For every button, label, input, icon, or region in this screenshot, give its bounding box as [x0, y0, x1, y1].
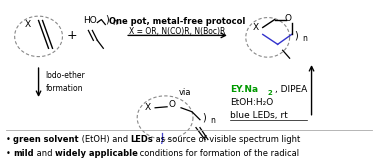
Text: EtOH:H₂O: EtOH:H₂O	[230, 98, 273, 107]
Text: n: n	[302, 34, 307, 43]
Text: LEDs: LEDs	[130, 135, 153, 144]
Text: and: and	[34, 149, 55, 158]
Text: O: O	[169, 100, 175, 109]
Text: X: X	[25, 20, 31, 29]
Text: green solvent: green solvent	[13, 135, 79, 144]
Text: ): )	[105, 15, 109, 25]
Text: as source of visible spectrum light: as source of visible spectrum light	[153, 135, 300, 144]
Text: O: O	[284, 14, 291, 23]
Text: One pot, metal-free protocol: One pot, metal-free protocol	[109, 17, 245, 26]
Text: HO: HO	[84, 16, 97, 25]
Text: X: X	[253, 23, 259, 32]
Text: •: •	[6, 135, 13, 144]
Text: blue LEDs, rt: blue LEDs, rt	[230, 111, 288, 120]
Text: (EtOH) and: (EtOH) and	[79, 135, 130, 144]
Text: •: •	[6, 149, 13, 158]
Text: via: via	[179, 88, 191, 97]
Text: Iodo-ether
formation: Iodo-ether formation	[45, 71, 85, 93]
Text: EY.Na: EY.Na	[230, 85, 258, 94]
Text: +: +	[67, 29, 78, 42]
Text: ): )	[294, 30, 298, 40]
Text: I: I	[161, 137, 163, 146]
Text: , DIPEA: , DIPEA	[275, 85, 307, 94]
Text: 2: 2	[268, 90, 273, 96]
Text: conditions for formation of the radical: conditions for formation of the radical	[137, 149, 299, 158]
Text: X = OR, N(CO)R, N(Boc)R: X = OR, N(CO)R, N(Boc)R	[129, 27, 225, 36]
Text: widely applicable: widely applicable	[55, 149, 138, 158]
Text: mild: mild	[13, 149, 34, 158]
Text: ): )	[202, 113, 206, 123]
Text: n: n	[210, 116, 215, 125]
Text: n: n	[112, 18, 117, 27]
Text: X: X	[145, 103, 151, 112]
